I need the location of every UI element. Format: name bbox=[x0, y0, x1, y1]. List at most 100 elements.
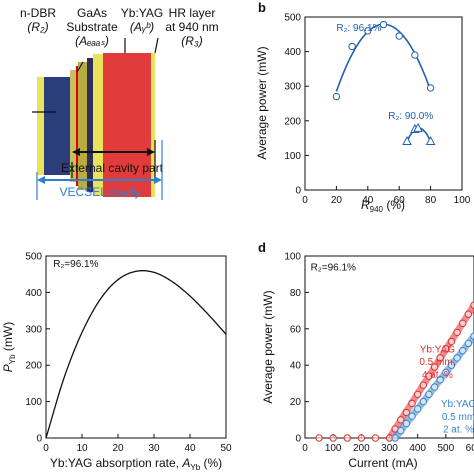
chart-b-y-tick-label: 0 bbox=[295, 186, 301, 197]
chart-d-point-1 bbox=[459, 319, 467, 328]
chart-d-point-1 bbox=[402, 408, 411, 417]
chart-d-annotation-5: Yb:YAG bbox=[441, 399, 474, 410]
chart-c-x-tick-label: 50 bbox=[220, 443, 232, 454]
substrate-dark-layer bbox=[87, 58, 93, 192]
substrate-thin-layer bbox=[70, 70, 76, 182]
chart-b-x-axis-label: R940 (%) bbox=[361, 198, 405, 214]
chart-c-curve bbox=[45, 270, 227, 439]
chart-d-point-2 bbox=[425, 390, 433, 399]
chart-b-y-tick-label: 200 bbox=[284, 116, 301, 127]
chart-b-point-triangle bbox=[402, 135, 412, 146]
chart-d-point-2 bbox=[436, 376, 444, 384]
panel-d-letter: d bbox=[258, 240, 266, 255]
chart-d-point-2 bbox=[419, 397, 427, 406]
chart-b-y-axis-label: Average power (mW) bbox=[255, 46, 269, 159]
external-cavity-label: External cavity part bbox=[61, 161, 164, 175]
panel-b-letter: b bbox=[258, 0, 266, 15]
external-arrow-right-head bbox=[147, 148, 155, 156]
chart-c-x-tick-label: 30 bbox=[148, 443, 160, 454]
chart-b-point-circle bbox=[395, 32, 403, 40]
chart-b-point-circle bbox=[426, 84, 435, 92]
chart-d-x-tick-label: 600 bbox=[466, 443, 474, 454]
chart-d-point-1 bbox=[447, 337, 456, 346]
chart-d-point-2 bbox=[391, 434, 399, 442]
substrate-layer bbox=[78, 62, 87, 190]
hr-edge-layer bbox=[37, 77, 44, 175]
chart-c-y-axis-label: PYb (mW) bbox=[1, 322, 17, 372]
chart-d-point-1 bbox=[425, 372, 433, 380]
chart-b-y-tick-label: 300 bbox=[284, 82, 301, 93]
vecsel-arrow-left-head bbox=[37, 176, 45, 184]
chart-d-point-2 bbox=[453, 354, 461, 362]
chart-c-y-tick-label: 400 bbox=[25, 288, 42, 299]
yag-abs-label: (Aᵧᵇ) bbox=[130, 20, 154, 34]
hr-label: HR layer bbox=[169, 6, 216, 20]
chart-d-point-1 bbox=[357, 434, 366, 442]
chart-b-x-tick-label: 100 bbox=[454, 195, 471, 206]
chart-b-point-circle bbox=[332, 92, 341, 101]
chart-d-y-tick-label: 100 bbox=[284, 252, 301, 263]
chart-d-point-1 bbox=[397, 416, 405, 424]
chart-c-x-tick-label: 20 bbox=[112, 443, 124, 454]
chart-d-annotation-4: 4 at. % bbox=[422, 370, 453, 381]
chart-c-y-tick-label: 0 bbox=[36, 434, 42, 445]
chart-b-point-triangle bbox=[413, 122, 423, 132]
chart-d-point-2 bbox=[408, 412, 416, 420]
chart-d-point-1 bbox=[430, 363, 439, 371]
chart-b-point-circle bbox=[364, 27, 372, 35]
gaas-label: GaAs bbox=[77, 6, 107, 20]
chart-d-point-1 bbox=[371, 434, 380, 442]
chart-d-annotation-1: R₂=96.1% bbox=[311, 263, 356, 274]
chart-b: 0 20 40 60 80 100 0 100 200 300 400 500 b Average pow… bbox=[255, 0, 471, 214]
chart-b-series-label-2: R₂: 90.0% bbox=[388, 111, 433, 122]
chart-b-x-tick-label: 20 bbox=[331, 195, 343, 206]
substrate-label: Substrate bbox=[66, 20, 118, 34]
chart-d-y-tick-label: 40 bbox=[290, 361, 302, 372]
chart-b-x-tick-label: 40 bbox=[362, 195, 374, 206]
chart-b-plot-frame bbox=[304, 16, 463, 191]
chart-b-point-circle bbox=[348, 42, 356, 51]
chart-c-x-tick-label: 40 bbox=[184, 443, 196, 454]
gaas-pointer bbox=[76, 61, 84, 73]
chart-d-point-1 bbox=[343, 434, 351, 442]
chart-d-point-1 bbox=[413, 390, 422, 399]
chart-d-point-1 bbox=[315, 434, 323, 442]
chart-b-series-label-1: R₂: 96.1% bbox=[336, 23, 381, 34]
chart-d-point-2 bbox=[413, 405, 422, 413]
chart-d-fit-band-1 bbox=[386, 301, 474, 442]
chart-d-y-tick-label: 80 bbox=[290, 288, 302, 299]
chart-b-x-tick-label: 60 bbox=[394, 195, 406, 206]
chart-b-point-circle bbox=[411, 51, 419, 59]
vecsel-arrow-right-head bbox=[154, 176, 162, 184]
ndbr-sub-label: (R₂) bbox=[27, 20, 48, 34]
chart-d-y-axis-label: Average power (mW) bbox=[261, 290, 275, 403]
chart-d-annotation-6: 0.5 mm bbox=[442, 412, 474, 423]
chart-d-point-1 bbox=[464, 310, 473, 318]
chart-d-point-2 bbox=[402, 419, 411, 428]
chart-b-point-circle bbox=[379, 20, 388, 29]
ndbr-label: n-DBR bbox=[20, 6, 56, 20]
chart-d-point-2 bbox=[459, 346, 467, 355]
chart-d-annotation-7: 2 at. % bbox=[443, 425, 474, 436]
chart-c-annotation-1: R₂=96.1% bbox=[53, 259, 98, 270]
chart-b-y-tick-label: 500 bbox=[284, 13, 301, 24]
chart-d-point-1 bbox=[419, 381, 427, 389]
chart-d-x-tick-label: 100 bbox=[325, 443, 342, 454]
chart-b-y-tick-label: 100 bbox=[284, 151, 301, 162]
chart-d-y-tick-label: 20 bbox=[290, 397, 302, 408]
yag-label: Yb:YAG bbox=[121, 6, 163, 20]
chart-d-annotation-3: 0.5 mm, bbox=[419, 357, 455, 368]
chart-d-point-2 bbox=[430, 383, 439, 391]
chart-b-y-tick-label: 400 bbox=[284, 47, 301, 58]
chart-c-y-tick-label: 200 bbox=[25, 361, 42, 372]
chart-d-point-1 bbox=[442, 345, 450, 353]
chart-d-x-tick-label: 400 bbox=[409, 443, 426, 454]
yag-crystal bbox=[103, 53, 151, 197]
chart-d-point-1 bbox=[453, 328, 461, 337]
chart-d-point-2 bbox=[442, 368, 450, 377]
chart-d-y-tick-label: 60 bbox=[290, 324, 302, 335]
vecsel-cavity-label: VECSEL cavity bbox=[60, 185, 141, 199]
chart-c-x-axis-label: Yb:YAG absorption rate, AYb (%) bbox=[50, 456, 222, 472]
